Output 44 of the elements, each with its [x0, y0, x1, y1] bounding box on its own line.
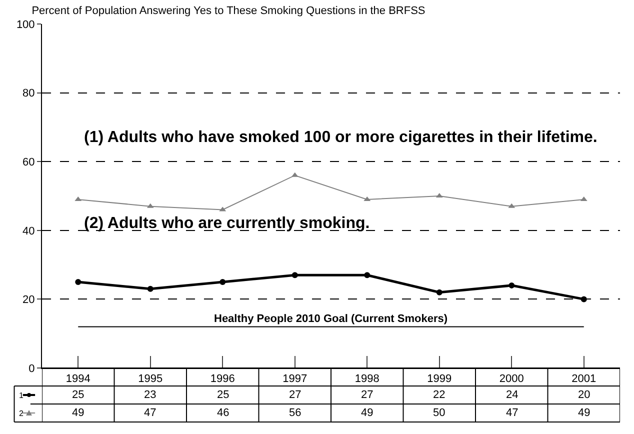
- point: [436, 289, 442, 296]
- point: [75, 279, 82, 285]
- point: [292, 272, 298, 278]
- legend-label: 2: [19, 409, 24, 418]
- data-label: 47: [144, 407, 156, 419]
- data-label: 27: [361, 389, 374, 401]
- y-tick-label: 40: [22, 225, 35, 238]
- point: [364, 272, 370, 278]
- annotation: (2) Adults who are currently smoking.: [84, 215, 370, 232]
- point: [508, 282, 515, 288]
- data-label: 56: [289, 407, 302, 419]
- point: [147, 286, 154, 292]
- legend-label: 1: [19, 391, 24, 400]
- point: [580, 296, 587, 302]
- y-tick-label: 20: [22, 294, 35, 306]
- data-label: 49: [72, 407, 84, 419]
- data-label: 20: [578, 389, 590, 401]
- ref-line-label: Healthy People 2010 Goal (Current Smokers): [214, 313, 448, 325]
- x-tick-label: 1998: [354, 373, 380, 386]
- data-label: 25: [72, 389, 84, 401]
- x-tick-label: 1997: [282, 373, 308, 386]
- y-tick-label: 100: [16, 18, 35, 31]
- data-label: 47: [506, 407, 518, 419]
- chart-title: Percent of Population Answering Yes to These Smoking Questions in the BRFSS: [32, 5, 426, 18]
- x-tick-label: 2001: [572, 373, 596, 386]
- y-tick-label: 80: [22, 88, 35, 100]
- x-tick-label: 1999: [427, 373, 452, 386]
- data-label: 46: [217, 407, 230, 419]
- data-label: 24: [506, 389, 518, 401]
- y-tick-label: 0: [28, 362, 35, 375]
- data-label: 49: [578, 407, 590, 419]
- point: [220, 279, 226, 285]
- data-label: 22: [433, 389, 446, 401]
- x-tick-label: 1994: [66, 373, 90, 386]
- y-tick-label: 60: [22, 156, 35, 168]
- data-label: 49: [361, 407, 374, 419]
- data-label: 23: [144, 389, 156, 401]
- x-tick-label: 1995: [138, 373, 163, 386]
- x-tick-label: 1996: [210, 373, 235, 386]
- data-label: 50: [433, 407, 446, 419]
- annotation: (1) Adults who have smoked 100 or more cigarettes in their lifetime.: [84, 129, 598, 146]
- x-tick-label: 2000: [499, 373, 524, 386]
- data-label: 25: [217, 389, 230, 401]
- data-label: 27: [289, 389, 302, 401]
